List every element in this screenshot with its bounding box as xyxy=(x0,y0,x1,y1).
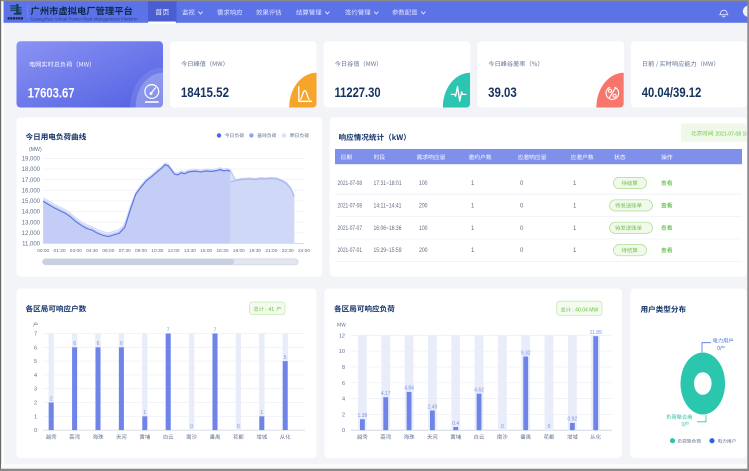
svg-text:1: 1 xyxy=(34,414,37,420)
svg-text:4: 4 xyxy=(342,397,345,403)
svg-text:4: 4 xyxy=(34,373,37,379)
svg-text:16,000: 16,000 xyxy=(22,188,41,194)
svg-text:39.03: 39.03 xyxy=(488,85,517,101)
svg-text:09:00: 09:00 xyxy=(135,248,147,254)
svg-text:04:30: 04:30 xyxy=(86,248,98,254)
svg-text:1: 1 xyxy=(471,181,475,187)
svg-text:1: 1 xyxy=(573,226,577,232)
svg-text:1: 1 xyxy=(260,410,263,416)
svg-text:2: 2 xyxy=(50,396,53,402)
svg-text:17603.67: 17603.67 xyxy=(28,86,75,102)
svg-text:0: 0 xyxy=(520,203,524,209)
svg-text:7: 7 xyxy=(167,327,170,333)
svg-text:1: 1 xyxy=(573,181,577,187)
svg-text:13:30: 13:30 xyxy=(184,248,196,254)
svg-text:12: 12 xyxy=(339,333,345,339)
svg-text:200: 200 xyxy=(419,203,428,209)
svg-text:4.62: 4.62 xyxy=(474,387,484,393)
svg-text:13,000: 13,000 xyxy=(22,220,41,226)
svg-text:2021-07-08: 2021-07-08 xyxy=(338,181,363,187)
svg-text:16:30: 16:30 xyxy=(216,248,228,254)
svg-text:(MW): (MW) xyxy=(29,147,42,153)
svg-text:1: 1 xyxy=(471,203,475,209)
svg-text:2.49: 2.49 xyxy=(428,404,438,410)
svg-text:19,000: 19,000 xyxy=(22,157,41,163)
svg-text:0: 0 xyxy=(190,424,193,430)
svg-text:Guangzhou Virtual Power Plant: Guangzhou Virtual Power Plant Management… xyxy=(31,17,138,22)
svg-text:0: 0 xyxy=(520,226,524,232)
svg-text:7: 7 xyxy=(214,327,217,333)
svg-text:21:00: 21:00 xyxy=(265,248,277,254)
svg-text:2: 2 xyxy=(34,401,37,407)
svg-text:18415.52: 18415.52 xyxy=(181,85,229,101)
svg-text:22:30: 22:30 xyxy=(282,248,294,254)
svg-text:12:00: 12:00 xyxy=(168,248,180,254)
svg-text:1.39: 1.39 xyxy=(358,413,368,419)
svg-text:0.4: 0.4 xyxy=(452,421,459,427)
svg-text:8: 8 xyxy=(342,365,345,371)
svg-text:16:06~16:36: 16:06~16:36 xyxy=(374,226,403,232)
svg-text:11,000: 11,000 xyxy=(22,242,41,248)
svg-text:0: 0 xyxy=(520,181,524,187)
svg-text:5: 5 xyxy=(284,355,287,361)
svg-text:200: 200 xyxy=(419,248,428,254)
svg-text:1: 1 xyxy=(471,248,475,254)
svg-text:14:11~14:41: 14:11~14:41 xyxy=(374,203,403,209)
svg-text:12,000: 12,000 xyxy=(22,231,41,237)
svg-text:01:30: 01:30 xyxy=(53,248,65,254)
svg-text:100: 100 xyxy=(419,181,428,187)
svg-text:0: 0 xyxy=(342,428,345,434)
svg-text:15:29~15:59: 15:29~15:59 xyxy=(374,248,403,254)
svg-text:10:30: 10:30 xyxy=(151,248,163,254)
svg-text:07:30: 07:30 xyxy=(119,248,131,254)
svg-text:2021-07-01: 2021-07-01 xyxy=(338,248,363,254)
svg-text:18,000: 18,000 xyxy=(22,167,41,173)
svg-text:17:31~18:01: 17:31~18:01 xyxy=(374,181,403,187)
svg-text:18:00: 18:00 xyxy=(233,248,245,254)
svg-text:9.32: 9.32 xyxy=(521,350,531,356)
svg-text:1: 1 xyxy=(573,248,577,254)
svg-text:4.17: 4.17 xyxy=(381,391,391,397)
svg-text:0: 0 xyxy=(34,428,37,434)
svg-text:2021-07-08: 2021-07-08 xyxy=(338,203,363,209)
svg-text:11.89: 11.89 xyxy=(590,330,602,336)
svg-text:15,000: 15,000 xyxy=(22,199,41,205)
svg-text:17,000: 17,000 xyxy=(22,178,41,184)
svg-text:4.84: 4.84 xyxy=(404,386,414,392)
svg-text:0.92: 0.92 xyxy=(568,417,578,423)
svg-text:03:00: 03:00 xyxy=(70,248,82,254)
svg-text:6: 6 xyxy=(97,341,100,347)
svg-text:: 41: : 41 xyxy=(265,307,274,313)
svg-text:00:00: 00:00 xyxy=(37,248,49,254)
svg-text:40.04/39.12: 40.04/39.12 xyxy=(642,85,702,101)
svg-text:0: 0 xyxy=(501,424,504,430)
svg-text:5: 5 xyxy=(34,359,37,365)
svg-text:15:00: 15:00 xyxy=(200,248,212,254)
svg-text:06:00: 06:00 xyxy=(102,248,114,254)
svg-text:19:30: 19:30 xyxy=(249,248,261,254)
svg-text:7: 7 xyxy=(34,332,37,338)
svg-text:1: 1 xyxy=(471,226,475,232)
svg-text:2: 2 xyxy=(342,412,345,418)
svg-text:14,000: 14,000 xyxy=(22,210,41,216)
svg-text:100: 100 xyxy=(419,226,428,232)
svg-text:6: 6 xyxy=(73,341,76,347)
svg-text:: 40.04 MW: : 40.04 MW xyxy=(572,308,599,314)
svg-text:0: 0 xyxy=(237,424,240,430)
svg-text:1: 1 xyxy=(143,410,146,416)
svg-text:6: 6 xyxy=(34,345,37,351)
svg-text:2021-07-07: 2021-07-07 xyxy=(338,226,363,232)
svg-text:24:00: 24:00 xyxy=(298,248,310,254)
svg-text:1: 1 xyxy=(573,203,577,209)
svg-text:2021-07-08 18:: 2021-07-08 18: xyxy=(716,131,749,137)
svg-text:0: 0 xyxy=(548,424,551,430)
svg-text:6: 6 xyxy=(342,381,345,387)
svg-text:6: 6 xyxy=(120,341,123,347)
svg-text:10: 10 xyxy=(339,349,345,355)
svg-text:11227.30: 11227.30 xyxy=(335,85,381,101)
svg-text:3: 3 xyxy=(34,387,37,393)
svg-text:0: 0 xyxy=(520,248,524,254)
